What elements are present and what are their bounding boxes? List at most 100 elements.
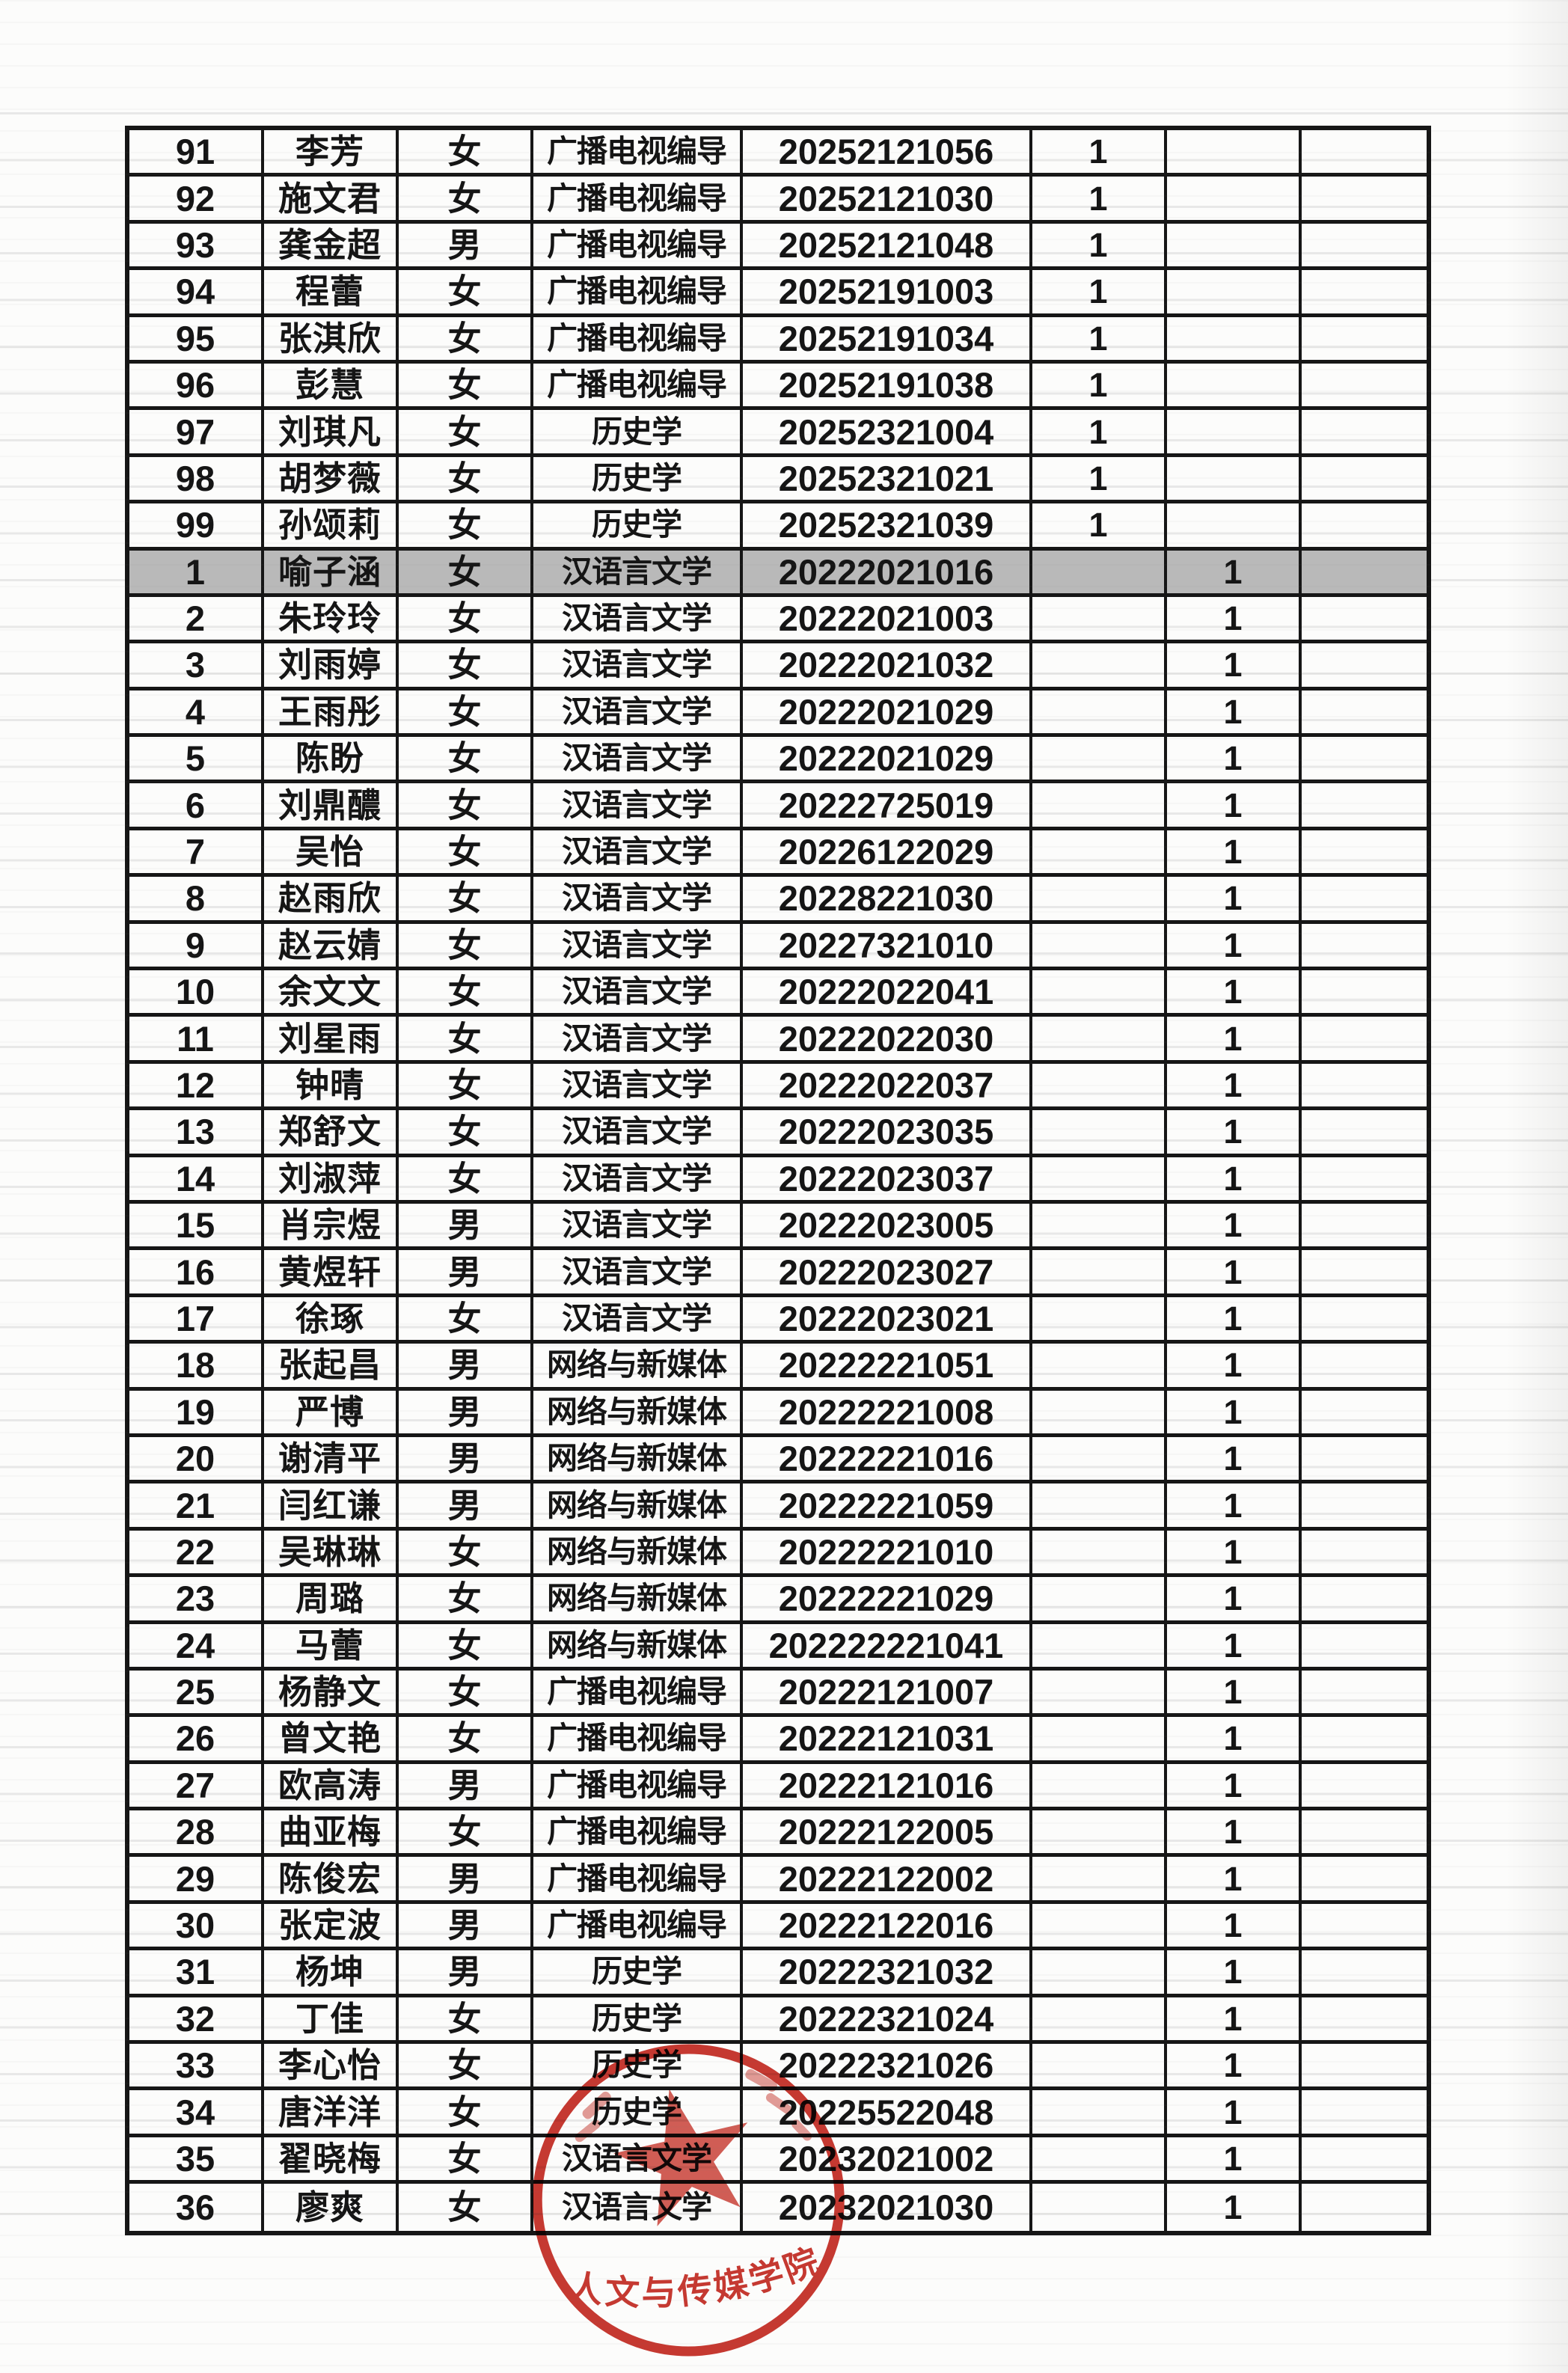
- table-row: 6 刘鼎醲 女 汉语言文学 20222725019 1: [129, 783, 1427, 830]
- cell-serial-number: 36: [129, 2184, 264, 2231]
- table-row: 17 徐琢 女 汉语言文学 20222023021 1: [129, 1296, 1427, 1344]
- cell-name: 吴琳琳: [264, 1530, 399, 1574]
- cell-extra: [1302, 1904, 1427, 1947]
- cell-serial-number: 7: [129, 830, 264, 874]
- table-row: 25 杨静文 女 广播电视编导 20222121007 1: [129, 1670, 1427, 1718]
- cell-extra: [1302, 643, 1427, 686]
- cell-extra: [1302, 1671, 1427, 1713]
- cell-mark-b: 1: [1167, 1063, 1302, 1107]
- cell-extra: [1302, 503, 1427, 546]
- cell-mark-a: [1032, 1017, 1167, 1060]
- table-row: 27 欧高涛 男 广播电视编导 20222121016 1: [129, 1763, 1427, 1811]
- cell-mark-b: 1: [1167, 1577, 1302, 1620]
- cell-major: 广播电视编导: [533, 223, 743, 267]
- cell-serial-number: 96: [129, 363, 264, 407]
- cell-serial-number: 32: [129, 1997, 264, 2041]
- cell-name: 张淇欣: [264, 316, 399, 360]
- table-row: 92 施文君 女 广播电视编导 20252121030 1: [129, 177, 1427, 224]
- cell-extra: [1302, 2184, 1427, 2230]
- cell-student-id: 20222021029: [743, 737, 1032, 780]
- cell-gender: 女: [399, 1577, 533, 1620]
- table-row: 9 赵云婧 女 汉语言文学 20227321010 1: [129, 923, 1427, 971]
- table-row: 98 胡梦薇 女 历史学 20252321021 1: [129, 456, 1427, 504]
- cell-name: 廖爽: [264, 2184, 399, 2231]
- cell-serial-number: 91: [129, 130, 264, 174]
- cell-gender: 女: [399, 503, 533, 547]
- cell-mark-b: [1167, 130, 1302, 174]
- cell-mark-a: [1032, 970, 1167, 1014]
- cell-student-id: 20222021032: [743, 643, 1032, 687]
- table-row: 22 吴琳琳 女 网络与新媒体 20222221010 1: [129, 1530, 1427, 1578]
- cell-student-id: 20252121056: [743, 130, 1032, 174]
- cell-mark-b: 1: [1167, 1017, 1302, 1060]
- cell-name: 赵云婧: [264, 923, 399, 967]
- cell-serial-number: 1: [129, 550, 264, 593]
- cell-major: 汉语言文学: [533, 643, 743, 687]
- cell-student-id: 20252121048: [743, 223, 1032, 267]
- cell-name: 喻子涵: [264, 550, 399, 593]
- cell-student-id: 20222725019: [743, 783, 1032, 827]
- cell-name: 程蕾: [264, 270, 399, 313]
- cell-mark-b: 1: [1167, 1670, 1302, 1714]
- cell-student-id: 20222122005: [743, 1810, 1032, 1854]
- cell-mark-b: 1: [1167, 1530, 1302, 1574]
- table-row: 93 龚金超 男 广播电视编导 20252121048 1: [129, 223, 1427, 271]
- cell-name: 张定波: [264, 1903, 399, 1947]
- cell-major: 汉语言文学: [533, 690, 743, 734]
- cell-mark-a: [1032, 1110, 1167, 1154]
- cell-major: 网络与新媒体: [533, 1483, 743, 1527]
- table-row: 36 廖爽 女 汉语言文学 20232021030 1: [129, 2184, 1427, 2231]
- table-row: 2 朱玲玲 女 汉语言文学 20222021003 1: [129, 596, 1427, 644]
- cell-mark-b: 1: [1167, 1903, 1302, 1947]
- cell-extra: [1302, 877, 1427, 919]
- department-seal-stamp: 人文与传媒学院: [532, 2044, 845, 2357]
- cell-gender: 女: [399, 2044, 533, 2087]
- cell-major: 汉语言文学: [533, 1017, 743, 1060]
- cell-gender: 男: [399, 1390, 533, 1433]
- cell-name: 孙颂莉: [264, 503, 399, 547]
- cell-mark-a: [1032, 596, 1167, 640]
- cell-student-id: 20252191034: [743, 316, 1032, 360]
- cell-major: 汉语言文学: [533, 550, 743, 593]
- table-row: 31 杨坤 男 历史学 20222321032 1: [129, 1950, 1427, 1997]
- cell-name: 杨坤: [264, 1950, 399, 1994]
- table-row: 20 谢清平 男 网络与新媒体 20222221016 1: [129, 1436, 1427, 1484]
- cell-major: 汉语言文学: [533, 596, 743, 640]
- cell-serial-number: 21: [129, 1483, 264, 1527]
- cell-gender: 女: [399, 1063, 533, 1107]
- table-row: 34 唐洋洋 女 历史学 20225522048 1: [129, 2090, 1427, 2137]
- cell-gender: 女: [399, 737, 533, 780]
- cell-student-id: 20227321010: [743, 923, 1032, 967]
- table-row: 29 陈俊宏 男 广播电视编导 20222122002 1: [129, 1857, 1427, 1904]
- cell-student-id: 20222121016: [743, 1763, 1032, 1807]
- cell-student-id: 20252321021: [743, 456, 1032, 500]
- cell-major: 汉语言文学: [533, 1110, 743, 1154]
- cell-major: 广播电视编导: [533, 130, 743, 174]
- cell-serial-number: 30: [129, 1903, 264, 1947]
- cell-extra: [1302, 1344, 1427, 1386]
- cell-student-id: 20222023037: [743, 1157, 1032, 1200]
- cell-extra: [1302, 1157, 1427, 1200]
- cell-name: 余文文: [264, 970, 399, 1014]
- cell-gender: 女: [399, 550, 533, 593]
- cell-major: 网络与新媒体: [533, 1344, 743, 1387]
- cell-gender: 女: [399, 877, 533, 920]
- cell-mark-b: 1: [1167, 1997, 1302, 2041]
- cell-name: 龚金超: [264, 223, 399, 267]
- cell-name: 曲亚梅: [264, 1810, 399, 1854]
- cell-gender: 女: [399, 1997, 533, 2041]
- cell-student-id: 20222321024: [743, 1997, 1032, 2041]
- cell-student-id: 20222321026: [743, 2044, 1032, 2087]
- table-row: 12 钟晴 女 汉语言文学 20222022037 1: [129, 1063, 1427, 1111]
- cell-extra: [1302, 691, 1427, 733]
- cell-mark-b: 1: [1167, 1483, 1302, 1527]
- cell-major: 网络与新媒体: [533, 1530, 743, 1574]
- cell-mark-a: 1: [1032, 503, 1167, 547]
- cell-extra: [1302, 2137, 1427, 2180]
- cell-name: 彭慧: [264, 363, 399, 407]
- cell-gender: 男: [399, 1857, 533, 1900]
- cell-name: 丁佳: [264, 1997, 399, 2041]
- table-row: 30 张定波 男 广播电视编导 20222122016 1: [129, 1903, 1427, 1951]
- cell-mark-a: [1032, 1250, 1167, 1293]
- cell-gender: 女: [399, 643, 533, 687]
